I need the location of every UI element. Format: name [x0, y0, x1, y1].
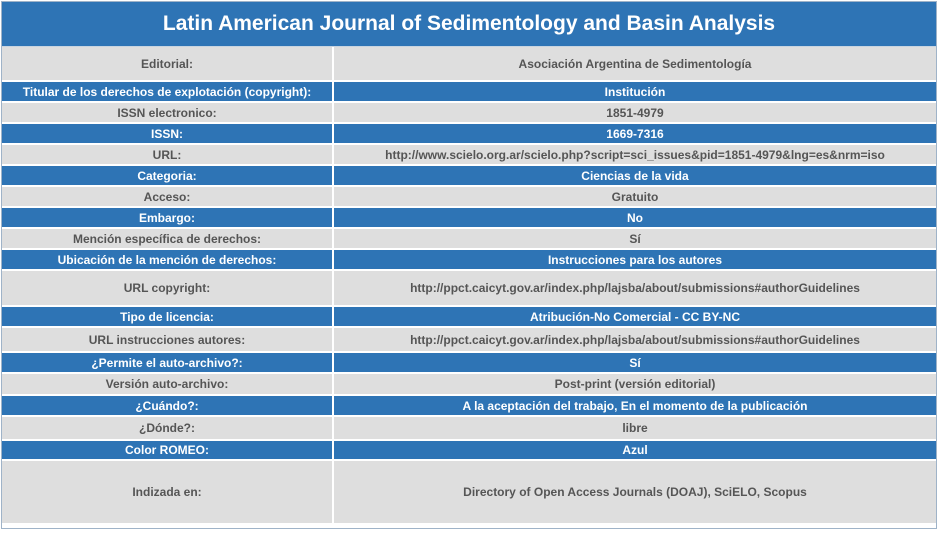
row-value: Post-print (versión editorial) — [333, 373, 936, 396]
row-value: Directory of Open Access Journals (DOAJ)… — [333, 460, 936, 525]
row-access: Acceso: Gratuito — [2, 186, 936, 208]
row-label: Titular de los derechos de explotación (… — [2, 81, 334, 103]
row-value: 1669-7316 — [333, 123, 936, 145]
row-label: Tipo de licencia: — [2, 306, 334, 328]
row-label: URL instrucciones autores: — [2, 327, 334, 353]
row-label: Categoria: — [2, 165, 334, 187]
row-value: Atribución-No Comercial - CC BY-NC — [333, 306, 936, 328]
row-license-type: Tipo de licencia: Atribución-No Comercia… — [2, 306, 936, 328]
row-value: Gratuito — [333, 186, 936, 208]
row-issn: ISSN: 1669-7316 — [2, 123, 936, 145]
row-url: URL: http://www.scielo.org.ar/scielo.php… — [2, 144, 936, 166]
row-url-copyright: URL copyright: http://ppct.caicyt.gov.ar… — [2, 270, 936, 307]
row-label: Indizada en: — [2, 460, 334, 525]
row-value: Institución — [333, 81, 936, 103]
row-label: Mención específica de derechos: — [2, 228, 334, 250]
row-value: Azul — [333, 440, 936, 461]
row-rights-location: Ubicación de la mención de derechos: Ins… — [2, 249, 936, 271]
row-label: URL copyright: — [2, 270, 334, 307]
row-value: Sí — [333, 228, 936, 250]
row-value: A la aceptación del trabajo, En el momen… — [333, 395, 936, 417]
row-issn-electronic: ISSN electronico: 1851-4979 — [2, 102, 936, 124]
row-copyright-holder: Titular de los derechos de explotación (… — [2, 81, 936, 103]
row-embargo: Embargo: No — [2, 207, 936, 229]
row-label: ISSN electronico: — [2, 102, 334, 124]
row-romeo-color: Color ROMEO: Azul — [2, 440, 936, 461]
row-value: http://www.scielo.org.ar/scielo.php?scri… — [333, 144, 936, 166]
row-label: URL: — [2, 144, 334, 166]
row-value: http://ppct.caicyt.gov.ar/index.php/lajs… — [333, 327, 936, 353]
row-label: Versión auto-archivo: — [2, 373, 334, 396]
row-label: Embargo: — [2, 207, 334, 229]
row-label: Editorial: — [2, 47, 334, 82]
row-label: ISSN: — [2, 123, 334, 145]
row-url-author-instructions: URL instrucciones autores: http://ppct.c… — [2, 327, 936, 353]
row-value: 1851-4979 — [333, 102, 936, 124]
row-label: ¿Permite el auto-archivo?: — [2, 352, 334, 374]
row-category: Categoria: Ciencias de la vida — [2, 165, 936, 187]
row-value: libre — [333, 416, 936, 441]
row-value: Asociación Argentina de Sedimentología — [333, 47, 936, 82]
row-label: ¿Dónde?: — [2, 416, 334, 441]
row-self-archive-version: Versión auto-archivo: Post-print (versió… — [2, 373, 936, 396]
row-value: Sí — [333, 352, 936, 374]
row-value: Ciencias de la vida — [333, 165, 936, 187]
journal-info-table: Editorial: Asociación Argentina de Sedim… — [2, 47, 936, 525]
row-label: ¿Cuándo?: — [2, 395, 334, 417]
row-label: Acceso: — [2, 186, 334, 208]
journal-title: Latin American Journal of Sedimentology … — [2, 2, 936, 47]
row-where: ¿Dónde?: libre — [2, 416, 936, 441]
row-label: Ubicación de la mención de derechos: — [2, 249, 334, 271]
row-label: Color ROMEO: — [2, 440, 334, 461]
row-value: http://ppct.caicyt.gov.ar/index.php/lajs… — [333, 270, 936, 307]
row-when: ¿Cuándo?: A la aceptación del trabajo, E… — [2, 395, 936, 417]
row-self-archive: ¿Permite el auto-archivo?: Sí — [2, 352, 936, 374]
row-rights-mention: Mención específica de derechos: Sí — [2, 228, 936, 250]
row-value: Instrucciones para los autores — [333, 249, 936, 271]
row-editorial: Editorial: Asociación Argentina de Sedim… — [2, 47, 936, 82]
row-value: No — [333, 207, 936, 229]
row-indexed-in: Indizada en: Directory of Open Access Jo… — [2, 460, 936, 525]
